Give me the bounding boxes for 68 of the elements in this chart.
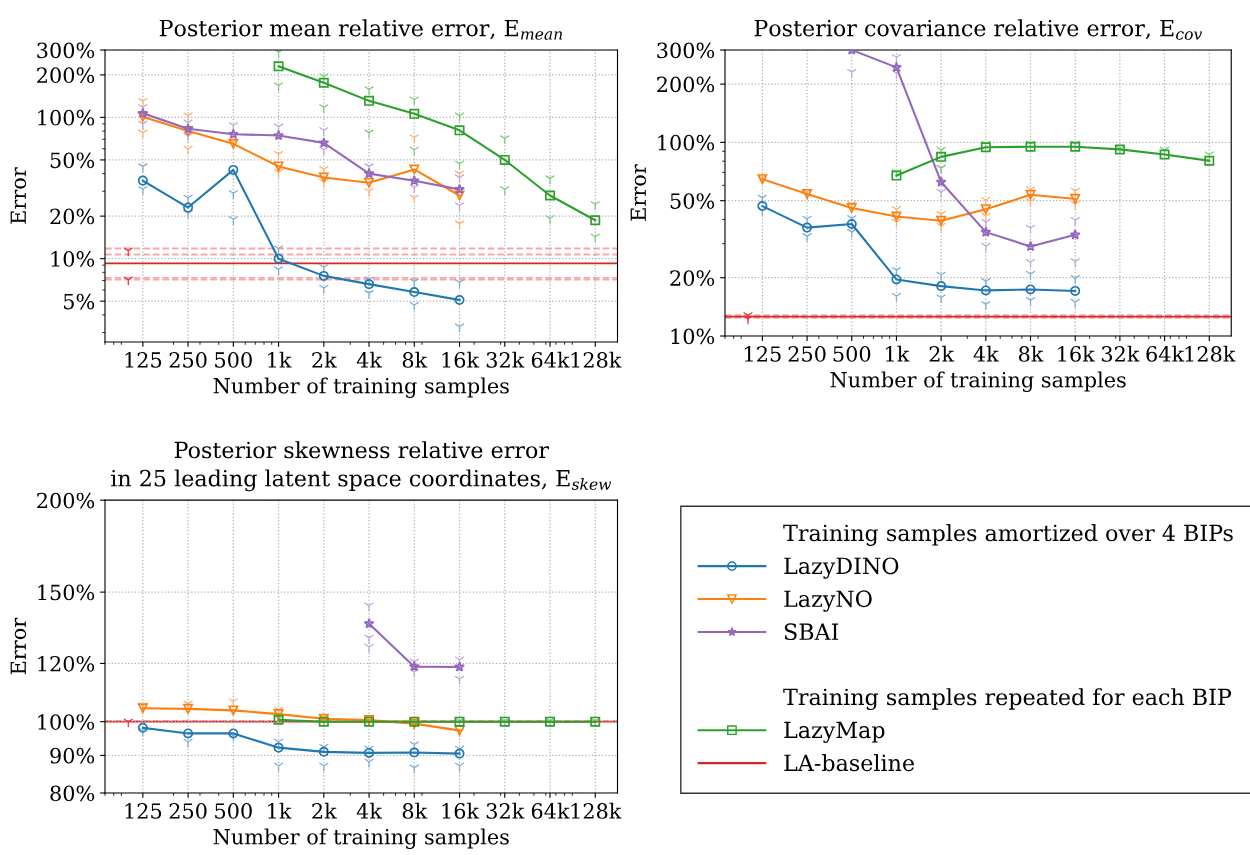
x-tick-label: 2k — [312, 351, 337, 368]
y-tick-label: 100% — [38, 714, 95, 730]
y-tick-label: 150% — [38, 584, 95, 601]
x-tick-label: 64k — [1146, 345, 1185, 362]
x-tick-label: 125 — [745, 346, 781, 362]
y-tick-label: 10% — [671, 328, 715, 345]
y-axis-title: Error — [10, 617, 27, 675]
x-tick-label: 500 — [215, 352, 252, 368]
y-tick-label: 120% — [38, 655, 95, 672]
x-tick-label: 16k — [442, 802, 480, 819]
y-tick-label: 200% — [37, 492, 95, 509]
x-tick-label: 128k — [1185, 345, 1236, 362]
legend-label: SBAI — [784, 623, 839, 641]
y-tick-label: 50% — [50, 152, 95, 169]
legend-label: LazyNO — [784, 590, 872, 612]
x-tick-label: 1k — [268, 802, 292, 819]
y-tick-label: 200% — [37, 67, 95, 84]
x-axis-title: Number of training samples — [213, 377, 509, 398]
y-tick-label: 200% — [657, 76, 715, 93]
legend-label: LazyMap — [784, 721, 885, 743]
x-tick-label: 4k — [356, 802, 383, 819]
y-tick-label: 50% — [670, 193, 715, 209]
x-tick-label: 32k — [1101, 345, 1140, 362]
x-tick-label: 1k — [268, 351, 292, 368]
x-tick-label: 500 — [833, 346, 871, 362]
x-tick-label: 32k — [486, 802, 525, 819]
chart-title: Posterior covariance relative error, E$_{cov}$ — [754, 19, 1203, 40]
chart-title: Posterior mean relative error, E$_{mean}$ — [159, 19, 563, 40]
text: Training samples amortized over 4 BIPs — [783, 524, 1233, 546]
y-axis-title: Error — [630, 164, 647, 221]
x-tick-label: 2k — [929, 345, 955, 362]
x-tick-label: 8k — [1018, 345, 1044, 362]
x-axis-title: Number of training samples — [830, 371, 1126, 392]
x-tick-label: 8k — [402, 802, 428, 819]
x-tick-label: 32k — [486, 351, 525, 368]
y-tick-label: 300% — [37, 42, 95, 59]
x-tick-label: 64k — [531, 802, 570, 819]
y-tick-label: 10% — [51, 251, 95, 267]
y-tick-label: 20% — [670, 270, 715, 286]
y-tick-label: 80% — [50, 785, 95, 802]
x-tick-label: 64k — [531, 351, 570, 368]
chart-title: Posterior skewness relative error in 25 leading latent space coordinates, E$_{skew}$ — [111, 441, 612, 492]
x-tick-label: 16k — [442, 351, 480, 368]
legend-label: LA-baseline — [784, 754, 914, 772]
x-tick-label: 500 — [215, 803, 252, 819]
x-tick-label: 125 — [125, 352, 162, 368]
x-tick-label: 125 — [125, 803, 162, 819]
y-tick-label: 20% — [50, 208, 95, 225]
y-tick-label: 100% — [38, 109, 95, 126]
x-tick-label: 8k — [402, 351, 428, 368]
x-tick-label: 4k — [356, 351, 383, 368]
y-tick-label: 100% — [658, 134, 715, 151]
x-tick-label: 128k — [571, 802, 622, 819]
x-tick-label: 16k — [1058, 345, 1095, 362]
y-tick-label: 300% — [657, 42, 715, 59]
text: Training samples repeated for each BIP — [783, 688, 1232, 710]
legend-label: LazyDINO — [784, 557, 899, 579]
x-tick-label: 250 — [169, 352, 207, 368]
x-tick-label: 2k — [312, 802, 337, 819]
y-tick-label: 90% — [50, 747, 95, 764]
x-tick-label: 250 — [169, 803, 207, 819]
x-tick-label: 128k — [571, 351, 622, 368]
x-axis-title: Number of training samples — [213, 828, 509, 849]
x-tick-label: 4k — [973, 345, 999, 362]
y-tick-label: 5% — [64, 293, 95, 310]
x-tick-label: 250 — [788, 346, 826, 362]
y-axis-title: Error — [10, 167, 27, 224]
x-tick-label: 1k — [886, 345, 910, 362]
